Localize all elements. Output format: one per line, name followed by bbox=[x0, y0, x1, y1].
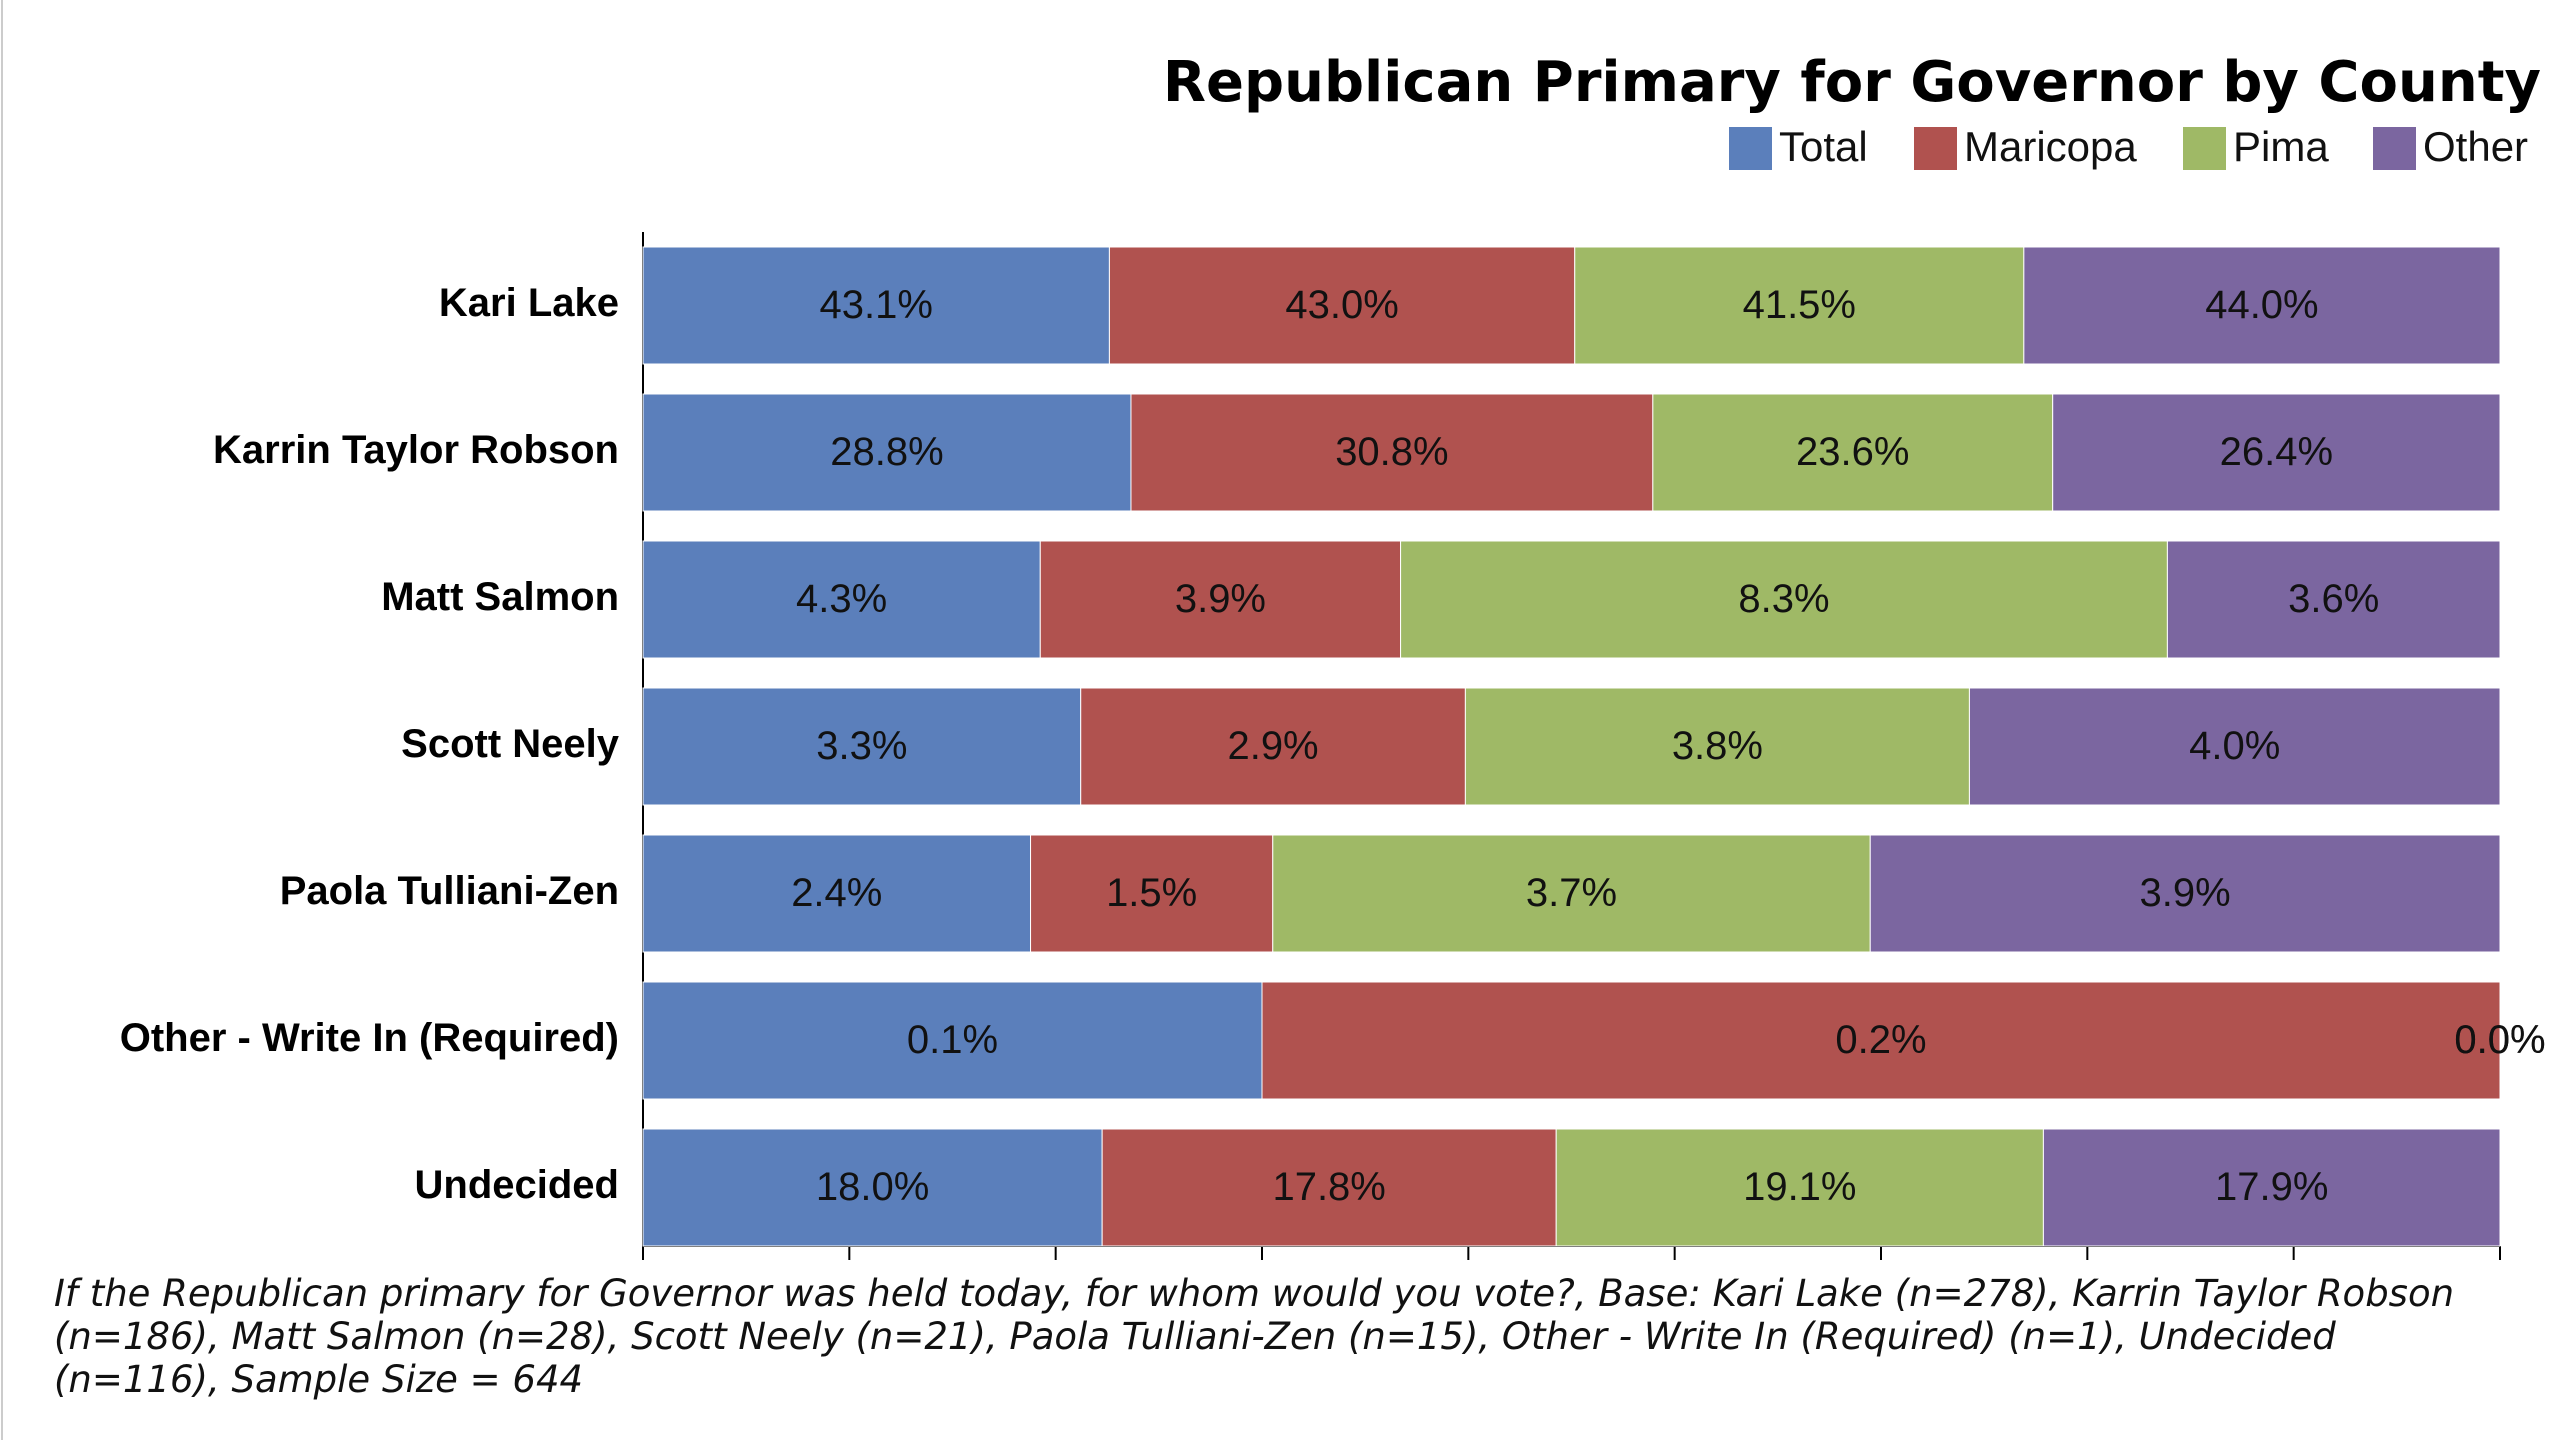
data-label: 4.3% bbox=[796, 577, 887, 621]
data-label: 0.2% bbox=[1835, 1018, 1926, 1062]
bar-segment bbox=[1108, 246, 1576, 365]
bar-segment bbox=[1039, 540, 1402, 659]
y-tick-label: Undecided bbox=[415, 1163, 619, 1207]
legend-swatch bbox=[1729, 127, 1772, 170]
data-label: 2.4% bbox=[791, 871, 882, 915]
bar-segment bbox=[642, 687, 1082, 806]
data-label: 44.0% bbox=[2205, 283, 2318, 327]
bar-segment bbox=[1130, 393, 1654, 512]
data-label: 3.9% bbox=[1175, 577, 1266, 621]
bar-segment bbox=[1080, 687, 1466, 806]
bar-segment bbox=[1869, 834, 2501, 953]
y-tick-label: Paola Tulliani-Zen bbox=[280, 869, 619, 913]
y-tick-label: Kari Lake bbox=[439, 281, 619, 325]
bar-segment bbox=[2042, 1128, 2501, 1247]
y-tick-label: Scott Neely bbox=[401, 722, 620, 766]
legend-label: Total bbox=[1779, 123, 1868, 170]
bar-segment bbox=[2052, 393, 2501, 512]
legend-label: Pima bbox=[2233, 123, 2329, 170]
data-label: 18.0% bbox=[816, 1165, 929, 1209]
data-label: 28.8% bbox=[830, 430, 943, 474]
data-label: 19.1% bbox=[1743, 1165, 1856, 1209]
bar-segment bbox=[1652, 393, 2054, 512]
data-label: 8.3% bbox=[1738, 577, 1829, 621]
data-label: 1.5% bbox=[1106, 871, 1197, 915]
bar-segment bbox=[642, 393, 1132, 512]
legend-label: Other bbox=[2423, 123, 2528, 170]
data-label: 0.0% bbox=[2454, 1018, 2545, 1062]
data-label: 3.6% bbox=[2288, 577, 2379, 621]
data-label: 0.0% bbox=[2454, 1018, 2545, 1062]
data-label: 30.8% bbox=[1335, 430, 1448, 474]
data-label: 3.8% bbox=[1672, 724, 1763, 768]
footnote: If the Republican primary for Governor w… bbox=[54, 1272, 2455, 1401]
bar-segment bbox=[1574, 246, 2025, 365]
y-tick-label: Other - Write In (Required) bbox=[120, 1016, 619, 1060]
data-label: 3.3% bbox=[816, 724, 907, 768]
bar-segment bbox=[1272, 834, 1871, 953]
data-label: 4.0% bbox=[2189, 724, 2280, 768]
chart-title: Republican Primary for Governor by Count… bbox=[1163, 50, 2541, 115]
data-label: 43.0% bbox=[1285, 283, 1398, 327]
bar-segment bbox=[642, 1128, 1103, 1247]
bar-segment bbox=[642, 246, 1110, 365]
data-label: 17.9% bbox=[2215, 1165, 2328, 1209]
y-tick-label: Karrin Taylor Robson bbox=[213, 428, 619, 472]
data-label: 41.5% bbox=[1743, 283, 1856, 327]
bar-segment bbox=[1464, 687, 1970, 806]
bar-segment bbox=[1261, 981, 2501, 1100]
bar-segment bbox=[2023, 246, 2501, 365]
data-label: 3.7% bbox=[1526, 871, 1617, 915]
data-label: 2.9% bbox=[1227, 724, 1318, 768]
data-label: 26.4% bbox=[2220, 430, 2333, 474]
legend-swatch bbox=[2373, 127, 2416, 170]
legend-swatch bbox=[1914, 127, 1957, 170]
data-label: 0.1% bbox=[907, 1018, 998, 1062]
data-label: 23.6% bbox=[1796, 430, 1909, 474]
bar-segment bbox=[642, 834, 1032, 953]
data-label: 17.8% bbox=[1272, 1165, 1385, 1209]
data-label: 43.1% bbox=[819, 283, 932, 327]
bar-segment bbox=[1030, 834, 1274, 953]
bar-segment bbox=[642, 540, 1041, 659]
data-label: 3.9% bbox=[2140, 871, 2231, 915]
legend-label: Maricopa bbox=[1964, 123, 2137, 170]
y-tick-label: Matt Salmon bbox=[381, 575, 619, 619]
bar-segment bbox=[2166, 540, 2501, 659]
bar-segment bbox=[1968, 687, 2501, 806]
legend-swatch bbox=[2183, 127, 2226, 170]
bar-segment bbox=[1400, 540, 2168, 659]
